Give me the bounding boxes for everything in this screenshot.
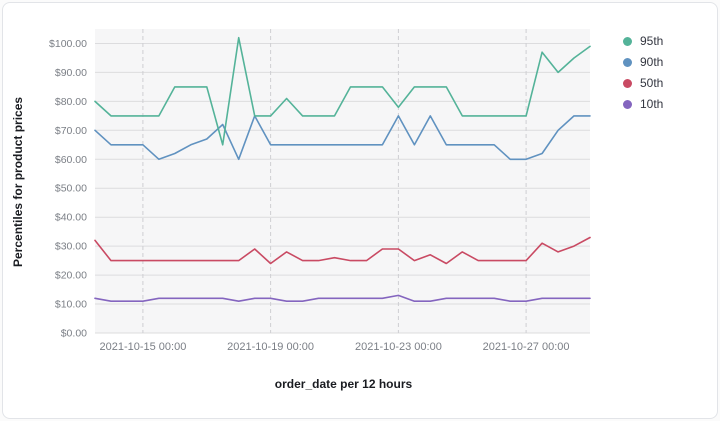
legend-item-50th[interactable]: 50th — [623, 77, 701, 90]
x-tick-label: 2021-10-19 00:00 — [227, 341, 314, 353]
y-tick-label: $10.00 — [55, 299, 87, 311]
chart-row: Percentiles for product prices $0.00 $10.… — [11, 17, 707, 391]
y-tick-label: $90.00 — [55, 67, 87, 79]
y-tick-label: $50.00 — [55, 183, 87, 195]
legend-item-10th[interactable]: 10th — [623, 98, 701, 111]
legend-label: 10th — [640, 97, 664, 111]
legend-label: 95th — [640, 34, 664, 48]
legend-label: 90th — [640, 55, 664, 69]
chart-canvas: $0.00 $10.00 $20.00 $30.00 $40.00 $50.00 $60.0… — [49, 29, 591, 353]
y-tick-label: $0.00 — [61, 328, 87, 340]
legend: 95th 90th 50th 10th — [623, 17, 707, 111]
y-tick-label: $40.00 — [55, 212, 87, 224]
legend-item-95th[interactable]: 95th — [623, 35, 701, 48]
y-axis-title: Percentiles for product prices — [11, 96, 25, 268]
series-line-90th — [94, 115, 591, 161]
series-line-50th — [94, 236, 591, 265]
legend-dot — [623, 79, 632, 88]
plot-area — [95, 29, 590, 333]
x-tick-label: 2021-10-23 00:00 — [355, 341, 442, 353]
x-tick-label: 2021-10-27 00:00 — [483, 341, 570, 353]
y-tick-label: $60.00 — [55, 154, 87, 166]
series-line-10th — [94, 294, 591, 303]
plot-wrap: $0.00 $10.00 $20.00 $30.00 $40.00 $50.00 $60.0… — [33, 17, 598, 391]
series-line-95th — [94, 36, 591, 146]
legend-label: 50th — [640, 76, 664, 90]
y-tick-label: $80.00 — [55, 96, 87, 108]
y-tick-label: $70.00 — [55, 125, 87, 137]
y-tick-label: $20.00 — [55, 270, 87, 282]
y-tick-label: $100.00 — [49, 38, 87, 50]
legend-item-90th[interactable]: 90th — [623, 56, 701, 69]
y-tick-label: $30.00 — [55, 241, 87, 253]
legend-dot — [623, 58, 632, 67]
x-axis-title: order_date per 12 hours — [274, 377, 413, 391]
x-tick-label: 2021-10-15 00:00 — [99, 341, 186, 353]
legend-dot — [623, 37, 632, 46]
legend-dot — [623, 100, 632, 109]
